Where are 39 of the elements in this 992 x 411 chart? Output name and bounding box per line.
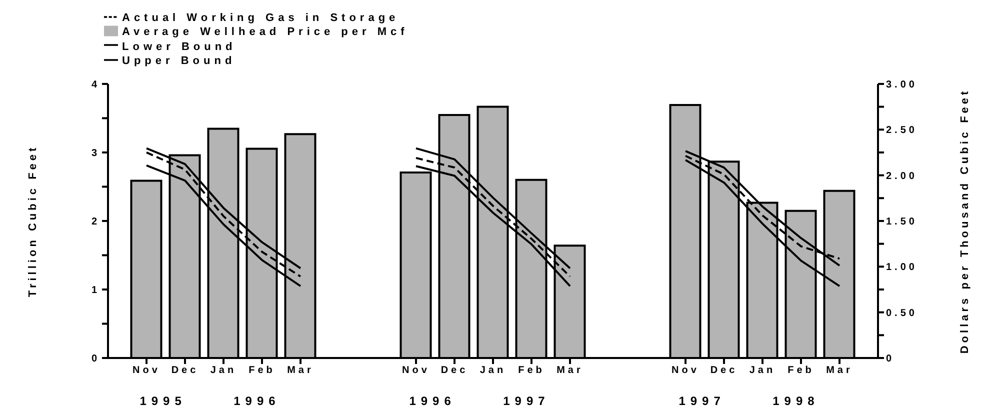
y-axis-title: Trillion Cubic Feet	[26, 144, 39, 298]
x-tick-label: Feb	[248, 365, 276, 376]
x-tick-label: Dec	[171, 365, 199, 376]
text: 1995	[138, 394, 188, 408]
x-tick-label: Nov	[402, 365, 430, 376]
x-tick-label: Jan	[480, 365, 506, 376]
x-tick-label: Mar	[287, 365, 314, 376]
y2-axis-title: Dollars per Thousand Cubic Feet	[958, 88, 971, 354]
x-tick-label: Feb	[518, 365, 545, 376]
y2-tick-label: 1.00	[886, 262, 918, 274]
y-tick-label: 2	[91, 216, 100, 228]
x-tick-label: Jan	[749, 365, 776, 376]
text: 1997	[502, 394, 551, 408]
x-tick-label: Feb	[788, 365, 814, 376]
y2-tick-label: 0	[886, 354, 895, 365]
x-tick-label: Jan	[210, 365, 237, 376]
y-tick-label: 4	[91, 79, 100, 90]
text: 1997	[678, 394, 726, 408]
y-tick-label: 0	[91, 354, 100, 365]
x-tick-label: Nov	[672, 365, 700, 376]
x-tick-label: Nov	[132, 365, 160, 376]
legend-label: Actual Working Gas in Storage	[122, 12, 400, 24]
x-tick-label: Mar	[826, 365, 853, 376]
legend-label: Lower Bound	[122, 40, 236, 53]
y2-tick-label: 2.00	[886, 170, 918, 182]
text: 1998	[772, 394, 820, 408]
x-tick-label: Dec	[440, 365, 468, 376]
x-tick-label: Mar	[556, 365, 584, 376]
legend-label: Upper Bound	[122, 54, 236, 67]
text: 1996	[232, 394, 282, 408]
y2-tick-label: 3.00	[886, 79, 918, 90]
y2-tick-label: 0.50	[886, 308, 918, 319]
legend-label: Average Wellhead Price per Mcf	[122, 26, 408, 38]
x-tick-label: Dec	[710, 365, 738, 376]
y2-tick-label: 2.50	[886, 125, 918, 136]
y-tick-label: 1	[91, 285, 100, 296]
y2-tick-label: 1.50	[886, 216, 918, 228]
text: 1996	[408, 394, 457, 408]
y-tick-label: 3	[91, 148, 100, 160]
